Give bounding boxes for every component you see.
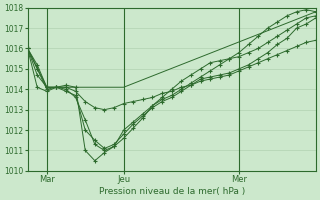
X-axis label: Pression niveau de la mer( hPa ): Pression niveau de la mer( hPa ) xyxy=(99,187,245,196)
